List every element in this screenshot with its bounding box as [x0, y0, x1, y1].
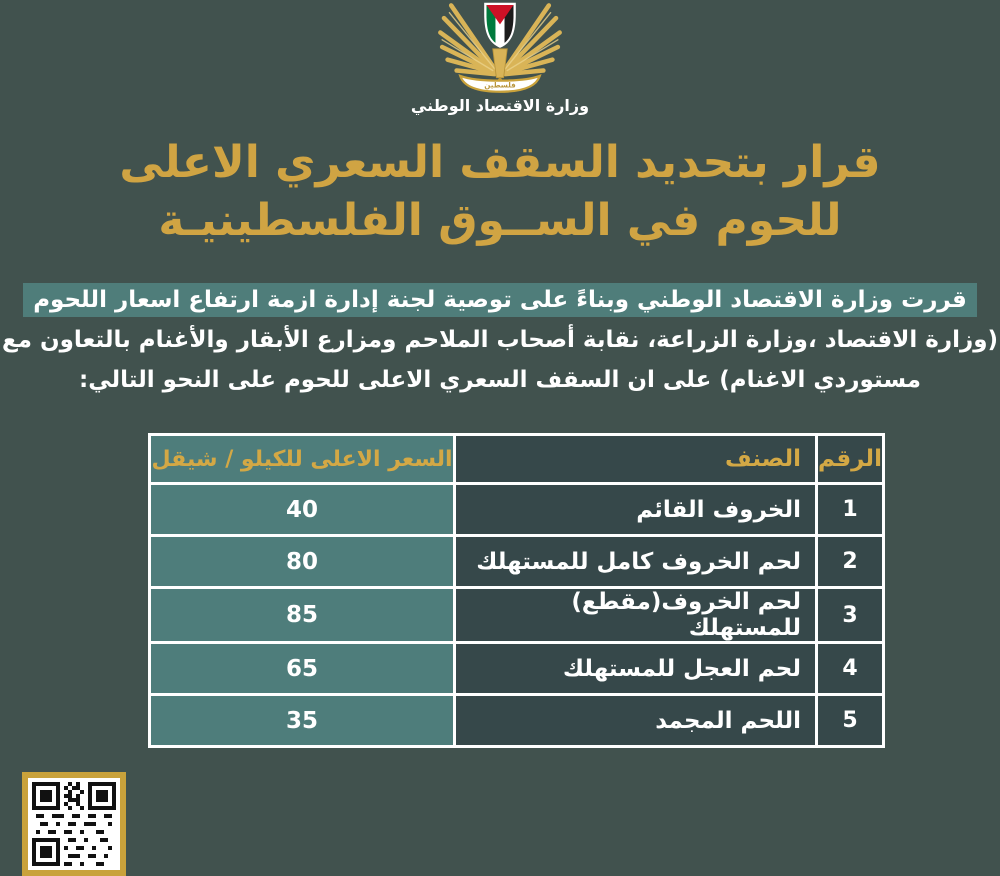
- qr-pattern-icon: [32, 782, 116, 866]
- row-number-cell: 4: [815, 641, 885, 696]
- table-row: 4 لحم العجل للمستهلك 65: [148, 641, 885, 696]
- qr-code: [22, 772, 126, 876]
- intro-paragraph: قررت وزارة الاقتصاد الوطني وبناءً على تو…: [0, 280, 1000, 400]
- intro-highlight: قررت وزارة الاقتصاد الوطني وبناءً على تو…: [23, 283, 977, 317]
- row-category-cell: لحم الخروف(مقطع) للمستهلك: [453, 586, 818, 644]
- table-row: 1 الخروف القائم 40: [148, 482, 885, 537]
- row-category-cell: لحم العجل للمستهلك: [453, 641, 818, 696]
- title-line-2: للحوم في الســوق الفلسطينيـة: [158, 195, 842, 246]
- ministry-logo: فلسطين وزارة الاقتصاد الوطني: [0, 0, 1000, 115]
- row-price-cell: 40: [148, 482, 456, 537]
- table-row: 2 لحم الخروف كامل للمستهلك 80: [148, 534, 885, 589]
- price-table: الرقم الصنف السعر الاعلى للكيلو / شيقل 1…: [148, 433, 885, 748]
- ministry-name: وزارة الاقتصاد الوطني: [410, 96, 590, 115]
- table-row: 3 لحم الخروف(مقطع) للمستهلك 85: [148, 586, 885, 644]
- row-number-cell: 5: [815, 693, 885, 748]
- row-price-cell: 65: [148, 641, 456, 696]
- title-line-1: قرار بتحديد السقف السعري الاعلى: [119, 137, 881, 188]
- row-category-cell: اللحم المجمد: [453, 693, 818, 748]
- price-table-body: 1 الخروف القائم 40 2 لحم الخروف كامل للم…: [148, 482, 885, 748]
- table-header-category: الصنف: [453, 433, 818, 485]
- table-row: 5 اللحم المجمد 35: [148, 693, 885, 748]
- intro-line-3: مستوردي الاغنام) على ان السقف السعري الا…: [79, 367, 921, 393]
- row-category-cell: الخروف القائم: [453, 482, 818, 537]
- row-number-cell: 2: [815, 534, 885, 589]
- svg-text:فلسطين: فلسطين: [484, 81, 516, 90]
- row-price-cell: 35: [148, 693, 456, 748]
- price-table-wrap: الرقم الصنف السعر الاعلى للكيلو / شيقل 1…: [148, 433, 885, 748]
- row-number-cell: 3: [815, 586, 885, 644]
- palestine-eagle-emblem-icon: فلسطين: [438, 2, 562, 93]
- row-price-cell: 80: [148, 534, 456, 589]
- row-price-cell: 85: [148, 586, 456, 644]
- intro-line-1: قررت وزارة الاقتصاد الوطني وبناءً على تو…: [0, 280, 1000, 320]
- table-header-row: الرقم الصنف السعر الاعلى للكيلو / شيقل: [148, 433, 885, 485]
- row-number-cell: 1: [815, 482, 885, 537]
- table-header-number: الرقم: [815, 433, 885, 485]
- page-title: قرار بتحديد السقف السعري الاعلى للحوم في…: [0, 134, 1000, 250]
- table-header-price: السعر الاعلى للكيلو / شيقل: [148, 433, 456, 485]
- row-category-cell: لحم الخروف كامل للمستهلك: [453, 534, 818, 589]
- intro-line-2: (وزارة الاقتصاد ،وزارة الزراعة، نقابة أص…: [1, 327, 999, 353]
